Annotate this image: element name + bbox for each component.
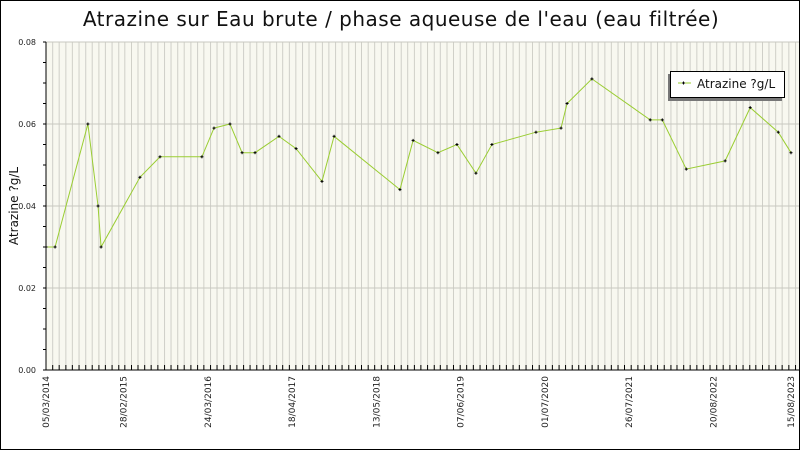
data-point [53,245,57,249]
data-point [534,130,538,134]
y-tick-label: 0.08 [18,38,36,47]
data-point [96,204,100,208]
data-point [684,167,688,171]
data-point [332,134,336,138]
data-point [277,134,281,138]
data-point [789,151,793,155]
x-tick-label: 24/03/2016 [204,376,214,428]
x-tick-label: 15/08/2023 [787,376,797,428]
x-tick-label: 26/07/2021 [625,376,635,428]
data-point [320,179,324,183]
y-tick-label: 0.02 [18,284,36,293]
data-point [398,188,402,192]
data-point [294,147,298,151]
data-point [660,118,664,122]
data-point [200,155,204,159]
legend: Atrazine ?g/L [668,71,785,101]
data-point [158,155,162,159]
x-tick-label: 28/02/2015 [120,376,130,428]
data-point [253,151,257,155]
data-point [44,245,48,249]
data-point [559,126,563,130]
data-point [240,151,244,155]
y-axis-label: Atrazine ?g/L [7,167,21,245]
x-tick-label: 13/05/2018 [372,376,382,428]
data-point [723,159,727,163]
data-point [590,77,594,81]
data-point [565,102,569,105]
data-point [490,143,494,146]
x-tick-label: 18/04/2017 [288,376,298,428]
data-point [776,130,780,134]
legend-box [670,71,785,98]
data-point [138,175,142,179]
data-point [86,122,90,126]
data-point [99,245,103,249]
x-tick-label: 20/08/2022 [709,376,719,428]
data-point [228,122,232,126]
x-tick-label: 01/07/2020 [541,376,551,428]
data-point [648,118,652,122]
data-point [411,138,415,142]
data-point [212,126,216,130]
data-point [436,151,440,155]
chart-title: Atrazine sur Eau brute / phase aqueuse d… [82,7,720,31]
y-tick-label: 0.04 [18,202,36,211]
x-tick-label: 05/03/2014 [42,376,52,428]
y-tick-label: 0.06 [18,120,36,129]
data-point [748,106,752,110]
legend-label: Atrazine ?g/L [697,77,775,91]
data-point [455,143,459,146]
y-tick-label: 0.00 [18,366,36,375]
x-tick-label: 07/06/2019 [457,376,467,428]
data-point [474,171,478,175]
